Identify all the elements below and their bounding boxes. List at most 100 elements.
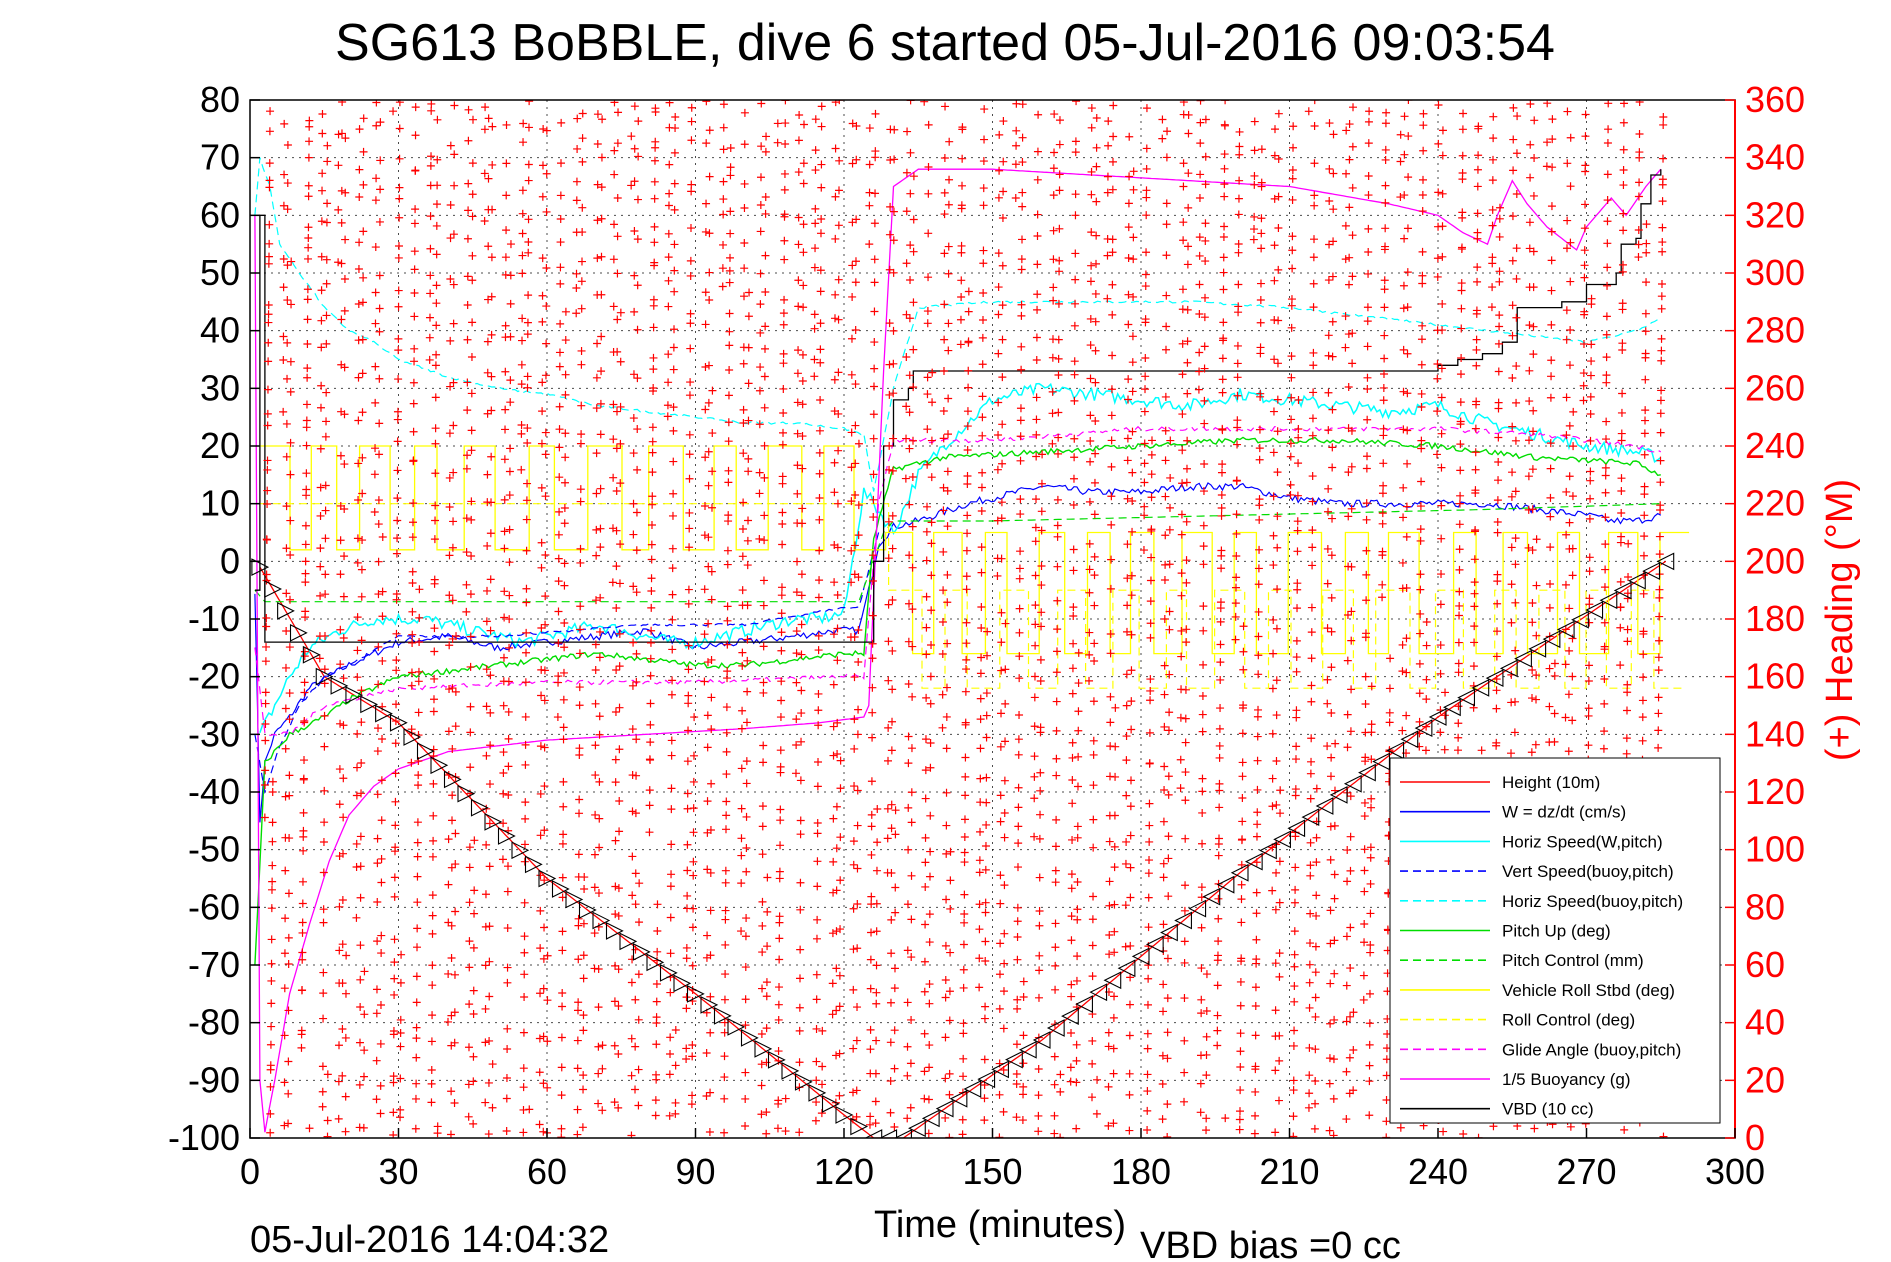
heading-marker — [469, 943, 478, 952]
heading-marker — [574, 850, 583, 859]
heading-marker — [449, 517, 458, 526]
heading-marker — [319, 989, 328, 998]
heading-marker — [375, 419, 384, 428]
heading-marker — [318, 186, 327, 195]
heading-marker — [335, 800, 344, 809]
heading-marker — [463, 406, 472, 415]
heading-marker — [444, 1017, 452, 1026]
heading-marker — [372, 174, 381, 183]
heading-marker — [633, 425, 642, 434]
heading-marker — [611, 707, 620, 716]
heading-marker — [595, 653, 604, 662]
heading-marker — [430, 624, 439, 633]
heading-marker — [578, 109, 587, 118]
legend-label: 1/5 Buoyancy (g) — [1502, 1070, 1631, 1089]
heading-marker — [428, 1011, 437, 1020]
heading-marker — [318, 1087, 327, 1096]
heading-marker — [650, 258, 659, 267]
heading-marker — [487, 452, 496, 461]
heading-marker — [359, 1072, 368, 1081]
heading-marker — [462, 580, 471, 589]
heading-marker — [555, 348, 564, 357]
heading-marker — [706, 992, 715, 1001]
heading-marker — [506, 240, 515, 249]
heading-marker — [501, 425, 510, 434]
heading-marker — [742, 757, 751, 766]
heading-marker — [686, 224, 695, 233]
heading-marker — [575, 795, 584, 804]
heading-marker — [635, 879, 644, 888]
heading-marker — [336, 570, 345, 579]
heading-marker — [523, 372, 532, 381]
heading-marker — [629, 414, 638, 423]
heading-marker — [595, 777, 604, 786]
heading-marker — [647, 574, 656, 583]
heading-marker — [596, 627, 605, 636]
heading-marker — [469, 1119, 478, 1128]
heading-marker — [670, 148, 679, 157]
heading-marker — [609, 400, 618, 409]
heading-marker — [357, 718, 366, 727]
heading-marker — [741, 1094, 750, 1103]
heading-marker — [670, 266, 679, 275]
heading-marker — [597, 367, 606, 376]
heading-marker — [287, 257, 296, 266]
heading-marker — [689, 777, 698, 786]
y-tick-label: -100 — [168, 1117, 240, 1158]
heading-marker — [488, 205, 497, 214]
heading-marker — [486, 626, 495, 635]
heading-marker — [315, 654, 324, 663]
heading-marker — [390, 873, 399, 882]
heading-marker — [669, 343, 678, 352]
y-tick-label: 10 — [200, 483, 240, 524]
heading-marker — [355, 1038, 364, 1047]
heading-marker — [504, 762, 513, 771]
heading-marker — [376, 1001, 385, 1009]
heading-marker — [410, 288, 419, 297]
heading-marker — [263, 456, 272, 465]
heading-marker — [719, 123, 728, 132]
heading-marker — [755, 420, 764, 429]
heading-marker — [573, 144, 582, 153]
heading-marker — [285, 715, 294, 724]
heading-marker — [631, 869, 640, 878]
heading-marker — [428, 981, 437, 990]
heading-marker — [721, 878, 730, 887]
heading-marker — [286, 470, 295, 479]
heading-marker — [756, 227, 765, 236]
heading-marker — [557, 118, 566, 127]
heading-marker — [503, 862, 512, 871]
heading-marker — [685, 543, 694, 552]
heading-marker — [688, 1040, 697, 1049]
heading-marker — [444, 880, 453, 889]
heading-marker — [522, 515, 531, 524]
heading-marker — [483, 586, 492, 595]
heading-marker — [554, 530, 563, 539]
heading-marker — [429, 836, 438, 845]
heading-marker — [262, 535, 271, 544]
heading-marker — [706, 1088, 715, 1097]
heading-marker — [426, 271, 435, 280]
heading-marker — [337, 218, 346, 227]
heading-marker — [610, 100, 619, 107]
heading-marker — [718, 264, 727, 273]
heading-marker — [376, 118, 385, 127]
heading-marker — [413, 838, 422, 847]
heading-marker — [464, 136, 473, 145]
heading-marker — [488, 1103, 497, 1112]
heading-marker — [411, 166, 420, 175]
heading-marker — [374, 520, 383, 529]
heading-marker — [705, 126, 714, 135]
heading-marker — [283, 205, 292, 214]
heading-marker — [303, 285, 312, 294]
heading-marker — [633, 281, 642, 290]
heading-marker — [372, 985, 381, 994]
heading-marker — [413, 898, 422, 907]
heading-marker — [280, 119, 289, 128]
heading-marker — [518, 186, 527, 195]
x-tick-label: 90 — [675, 1151, 715, 1192]
heading-marker — [375, 271, 384, 280]
heading-marker — [737, 851, 746, 860]
heading-marker — [429, 707, 438, 716]
heading-marker — [445, 473, 454, 482]
